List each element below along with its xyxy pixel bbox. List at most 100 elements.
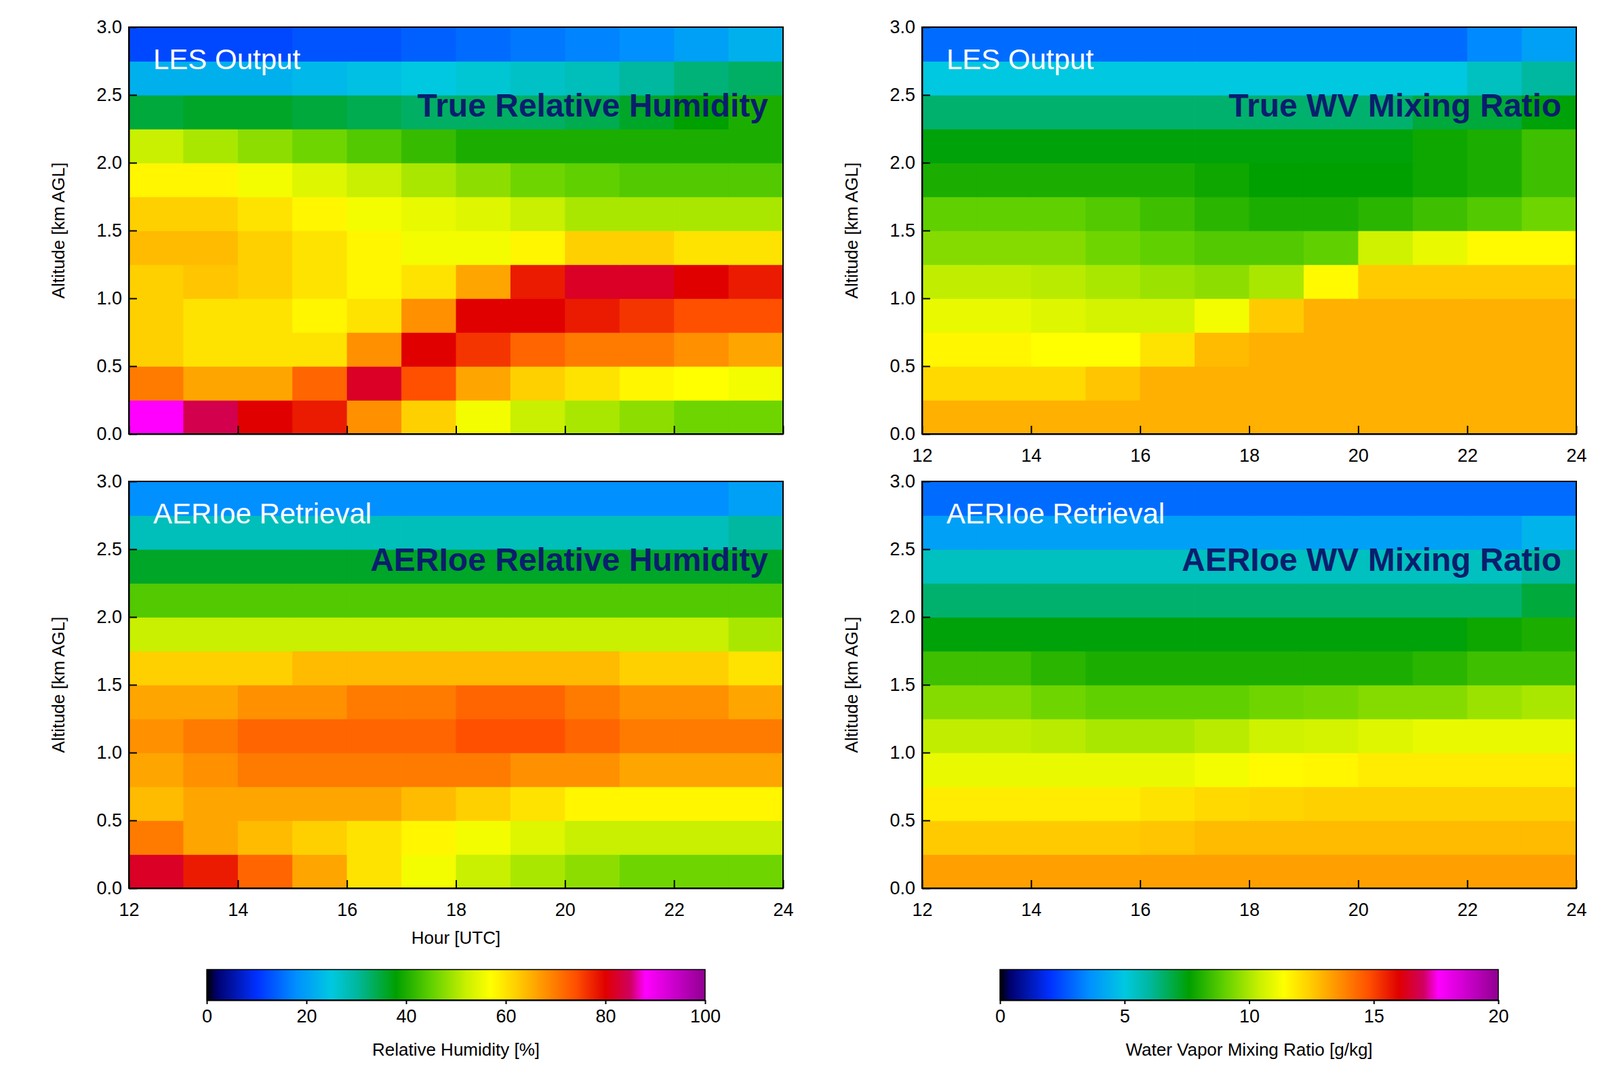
tick: 0 (202, 1000, 213, 1027)
cell (1249, 616, 1305, 652)
tick-mark (564, 880, 567, 889)
tick-label: 10 (1239, 1006, 1260, 1027)
cell (128, 400, 184, 434)
cell (347, 61, 403, 96)
cell (1522, 616, 1577, 652)
tick-mark (922, 616, 931, 619)
cell (456, 230, 512, 266)
cell (922, 162, 977, 198)
axis-line (207, 1000, 706, 1002)
tick-mark (922, 752, 931, 754)
cell (292, 616, 348, 652)
cell (1467, 332, 1523, 367)
cell (1249, 786, 1305, 822)
tick-label: 12 (118, 899, 139, 920)
cell (456, 27, 512, 62)
tick: 3.0 (96, 16, 137, 38)
tick-label: 16 (1130, 899, 1151, 920)
cell (728, 684, 784, 720)
tick-label: 0 (202, 1006, 213, 1027)
cell (1412, 650, 1468, 686)
cell (976, 718, 1032, 754)
tick-mark (922, 433, 931, 436)
tick-label: 0.0 (96, 877, 123, 899)
cell (619, 752, 675, 788)
cell (510, 196, 566, 232)
cell (292, 162, 348, 198)
cell (619, 230, 675, 266)
cell (1249, 264, 1305, 299)
cells (922, 27, 1577, 434)
cell (183, 786, 238, 822)
cell (673, 786, 729, 822)
cell (292, 61, 348, 96)
cell (1303, 752, 1359, 788)
plot-frame (128, 27, 784, 434)
tick-mark (306, 1000, 308, 1005)
tick-label: 3.0 (96, 16, 123, 38)
cell (1249, 481, 1305, 516)
cell (922, 264, 977, 299)
cell (564, 854, 620, 889)
cell (128, 752, 184, 788)
tick: 0.5 (889, 355, 931, 377)
panel-subtitle: LES Output (946, 43, 1094, 76)
cell (1031, 230, 1087, 266)
cell (922, 718, 977, 754)
tick-mark (1357, 425, 1360, 434)
panel: 121416182022240.00.51.01.52.02.53.0Altit… (48, 471, 794, 948)
tick-label: 24 (1566, 899, 1587, 920)
tick-label: 5 (1120, 1006, 1131, 1027)
cell (1031, 583, 1087, 618)
cell (619, 400, 675, 434)
cell (1357, 718, 1413, 754)
tick-label: 1.5 (96, 674, 123, 695)
cell (1303, 583, 1359, 618)
cell (564, 684, 620, 720)
cell (237, 400, 293, 434)
cell (183, 332, 238, 367)
tick-mark (922, 820, 931, 822)
tick-label: 24 (1566, 445, 1587, 466)
cell (347, 400, 403, 434)
cell (237, 162, 293, 198)
cell (510, 264, 566, 299)
tick-mark (1373, 1000, 1375, 1005)
colorbar-axis: 05101520 (995, 1000, 1510, 1027)
cell (1467, 481, 1523, 516)
cell (1357, 684, 1413, 720)
tick: 0.0 (96, 423, 137, 445)
cell (401, 366, 457, 401)
cell (347, 854, 403, 889)
tick-label: 14 (1021, 445, 1042, 466)
cell (728, 854, 784, 889)
cell (237, 298, 293, 333)
cell (347, 298, 403, 333)
cell (456, 400, 512, 434)
cell (1357, 230, 1413, 266)
cell (1303, 264, 1359, 299)
cell (1467, 820, 1523, 855)
cell (922, 616, 977, 652)
cell (1140, 786, 1196, 822)
colorbar-scale (1000, 969, 1499, 1000)
tick-label: 1.0 (96, 742, 123, 763)
cell (976, 650, 1032, 686)
tick: 14 (1021, 880, 1042, 920)
y-axis-title: Altitude [km AGL] (841, 162, 862, 299)
tick-mark (128, 366, 137, 368)
cell (1140, 162, 1196, 198)
tick-label: 15 (1364, 1006, 1385, 1027)
cell (347, 752, 403, 788)
cell (292, 27, 348, 62)
cell (619, 128, 675, 164)
cell (456, 128, 512, 164)
cell (401, 230, 457, 266)
cell (1031, 94, 1087, 130)
cell (128, 264, 184, 299)
cell (237, 650, 293, 686)
tick (347, 425, 348, 434)
cell (510, 718, 566, 754)
cell (1194, 27, 1250, 62)
panel: 0.00.51.01.52.02.53.0Altitude [km AGL]LE… (48, 16, 784, 445)
